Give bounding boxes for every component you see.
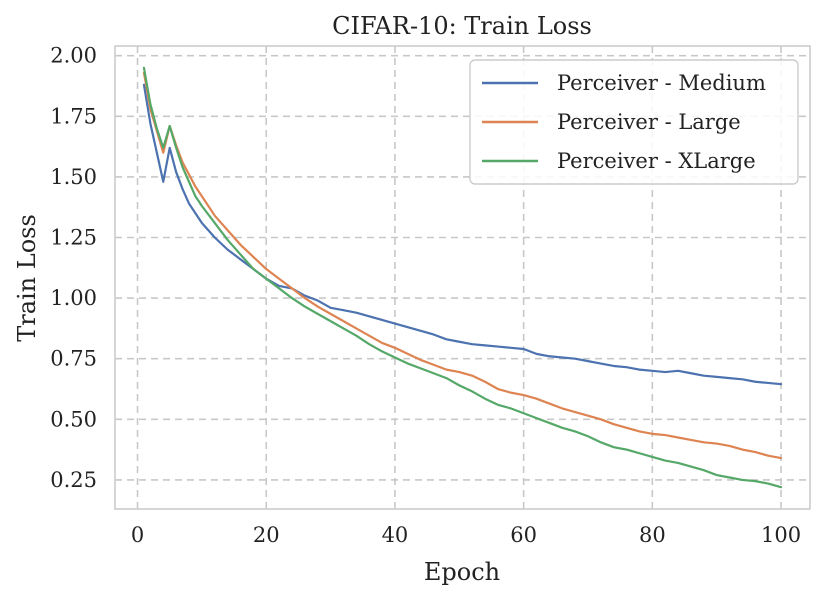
legend-box [469, 59, 799, 185]
y-tick-label: 0.75 [50, 347, 97, 371]
y-tick-label: 1.25 [50, 226, 97, 250]
legend-label: Perceiver - Large [557, 110, 741, 134]
y-tick-label: 1.00 [50, 286, 97, 310]
legend: Perceiver - Medium Perceiver - Large Perce… [469, 59, 799, 185]
y-tick-label: 2.00 [50, 44, 97, 68]
x-tick-label: 80 [639, 523, 666, 547]
x-tick-label: 60 [510, 523, 537, 547]
plot-area-frame [114, 45, 811, 510]
series-line [142, 71, 783, 460]
y-tick-label: 1.50 [50, 165, 97, 189]
legend-label: Perceiver - XLarge [557, 149, 756, 173]
legend-items: Perceiver - Medium Perceiver - Large Perce… [482, 71, 766, 173]
x-tick-label: 0 [131, 523, 144, 547]
legend-label: Perceiver - Medium [557, 71, 766, 95]
y-tick-label: 0.25 [50, 468, 97, 492]
series-line [142, 66, 783, 489]
x-axis-ticks: 0 20 40 60 80 100 [131, 523, 801, 547]
x-tick-label: 20 [253, 523, 280, 547]
series-line [142, 83, 783, 386]
chart-title: CIFAR-10: Train Loss [332, 12, 592, 40]
x-tick-label: 40 [382, 523, 409, 547]
y-axis-title: Train Loss [13, 214, 41, 342]
x-tick-label: 100 [761, 523, 801, 547]
y-axis-ticks: 0.25 0.50 0.75 1.00 1.25 1.50 1.75 2.00 [50, 44, 97, 492]
x-axis-title: Epoch [424, 558, 500, 586]
y-tick-label: 1.75 [50, 104, 97, 128]
y-tick-label: 0.50 [50, 407, 97, 431]
series-lines [142, 66, 783, 489]
